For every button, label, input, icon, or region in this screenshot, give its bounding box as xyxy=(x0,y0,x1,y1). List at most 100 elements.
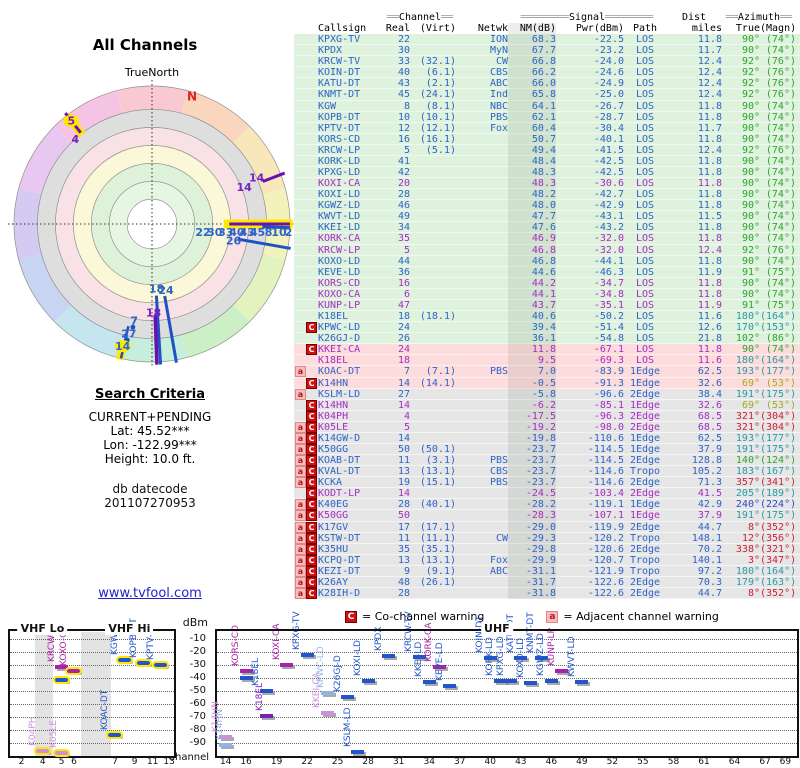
cell-netwk: PBS xyxy=(489,477,508,489)
cell-dist: 11.8 xyxy=(697,133,722,145)
cell-nm: -5.8 xyxy=(508,388,556,400)
cell-real: 16 xyxy=(397,277,410,289)
channel-spoke-label: 43 xyxy=(240,226,255,239)
cell-path: 2Edge xyxy=(629,477,661,489)
cell-nm: 47.7 xyxy=(508,211,556,223)
cell-path: LOS xyxy=(635,211,655,223)
cell-az-magn: (76°) xyxy=(765,78,796,90)
cell-nm: -31.7 xyxy=(508,576,556,588)
cell-az-magn: (175°) xyxy=(760,510,797,522)
cell-virt: (17.1) xyxy=(419,521,456,533)
gridline xyxy=(10,638,174,640)
cell-dist: 128.8 xyxy=(691,455,722,467)
cell-path: LOS xyxy=(635,299,655,311)
channel-spoke-label: 45 xyxy=(250,226,265,239)
warning-legend: C = Co-channel warning a = Adjacent chan… xyxy=(345,610,719,623)
table-row: KRCW-TV 33 (32.1) CW 66.8 -24.0 LOS 12.4 92° (76°… xyxy=(294,56,800,68)
cell-real: 46 xyxy=(397,200,410,212)
cell-az-true: 90° xyxy=(741,111,760,123)
cell-netwk xyxy=(456,178,508,189)
signal-bar xyxy=(534,656,548,661)
cell-pwr: -34.7 xyxy=(593,277,624,289)
x-tick-label: 46 xyxy=(545,757,558,767)
cell-az-magn: (75°) xyxy=(765,266,796,278)
cell-real: 49 xyxy=(397,211,410,223)
channel-spoke-label: 14 xyxy=(115,340,131,353)
signal-bar xyxy=(259,713,273,718)
adjacent-channel-warning-icon: a xyxy=(295,543,306,555)
cell-netwk xyxy=(456,222,508,233)
cell-az-true: 92° xyxy=(741,244,760,256)
cell-nm: -0.5 xyxy=(508,377,556,389)
cell-az-magn: (76°) xyxy=(765,56,796,68)
db-datecode-label: db datecode xyxy=(112,482,188,496)
signal-group-header-label: Signal xyxy=(568,12,606,23)
cell-path: 1Edge xyxy=(629,432,661,444)
cell-az-magn: (74°) xyxy=(765,255,796,267)
cell-pwr: -119.9 xyxy=(587,521,624,533)
channel-spoke-label: 18 xyxy=(146,306,161,319)
cell-nm: 44.6 xyxy=(508,266,556,278)
cell-nm: 48.2 xyxy=(508,189,556,201)
cell-real: 19 xyxy=(397,477,410,489)
signal-spoke xyxy=(163,295,178,363)
cell-az-true: 180° xyxy=(735,311,760,323)
tvfool-link[interactable]: www.tvfool.com xyxy=(98,586,202,601)
cell-az-true: 90° xyxy=(741,155,760,167)
cell-path: LOS xyxy=(635,100,655,112)
cell-path: LOS xyxy=(635,333,655,345)
cell-nm: 50.7 xyxy=(508,133,556,145)
cell-dist: 12.4 xyxy=(697,78,722,90)
cell-callsign: KEZI-DT xyxy=(318,565,361,577)
cell-real: 33 xyxy=(397,56,410,68)
cell-virt: (3.1) xyxy=(425,455,456,467)
cell-dist: 11.9 xyxy=(697,299,722,311)
channel-spoke-label: 22 xyxy=(195,226,210,239)
adjacent-channel-warning-icon: a xyxy=(295,477,306,489)
cell-az-true: 3° xyxy=(747,554,760,566)
cell-netwk xyxy=(456,422,508,433)
cell-pwr: -51.4 xyxy=(593,322,624,334)
cell-dist: 11.8 xyxy=(697,277,722,289)
cell-nm: 40.6 xyxy=(508,311,556,323)
adjacent-channel-warning-icon: a xyxy=(295,421,306,433)
adjacent-channel-warning-icon: a xyxy=(295,455,306,467)
cell-dist: 37.9 xyxy=(697,510,722,522)
signal-bar xyxy=(361,679,375,684)
gridline xyxy=(217,742,797,744)
adjacent-channel-warning-icon: a xyxy=(295,510,306,522)
table-row: KUNP-LP 47 43.7 -35.1 LOS 11.9 91° (75°) xyxy=(294,299,800,312)
adjacent-channel-warning-icon: a xyxy=(295,499,306,511)
cell-pwr: -43.2 xyxy=(593,222,624,234)
cell-nm: -19.8 xyxy=(508,432,556,444)
cell-callsign: KSLM-LD xyxy=(318,388,361,400)
cell-netwk xyxy=(456,355,508,366)
cell-pwr: -32.0 xyxy=(593,233,624,245)
cell-az-magn: (164°) xyxy=(760,565,797,577)
cell-real: 50 xyxy=(397,510,410,522)
cell-netwk xyxy=(456,577,508,588)
channel-spoke-label: 27 xyxy=(121,327,136,340)
cell-az-true: 90° xyxy=(741,211,760,223)
cell-path: LOS xyxy=(635,133,655,145)
azimuth-group-header-label: Azimuth xyxy=(737,12,781,23)
cell-real: 34 xyxy=(397,222,410,234)
cell-pwr: -42.5 xyxy=(593,155,624,167)
band-gap xyxy=(35,632,53,756)
cell-callsign: K17GV xyxy=(318,521,349,533)
channel-spoke-label: 5 xyxy=(67,115,75,128)
cell-pwr: -42.5 xyxy=(593,167,624,179)
adjacent-channel-warning-icon: a xyxy=(295,521,306,533)
dbm-tick-label: -60 xyxy=(189,697,206,709)
cell-nm: 66.0 xyxy=(508,78,556,90)
co-channel-warning-icon: C xyxy=(306,576,317,588)
co-channel-warning-icon: C xyxy=(306,543,317,555)
channel-spoke-label: 7 xyxy=(130,314,138,327)
table-row: KORS-CD 16 44.2 -34.7 LOS 11.8 90° (74°) xyxy=(294,277,800,289)
cell-real: 43 xyxy=(397,78,410,90)
cell-az-magn: (76°) xyxy=(765,144,796,156)
signal-bar xyxy=(116,656,134,665)
cell-az-true: 90° xyxy=(741,277,760,289)
table-row: a C K40EG 28 (40.1) -28.2 -119.1 1Edge 42.9 240°(… xyxy=(294,499,800,511)
co-channel-warning-icon: C xyxy=(306,344,317,356)
